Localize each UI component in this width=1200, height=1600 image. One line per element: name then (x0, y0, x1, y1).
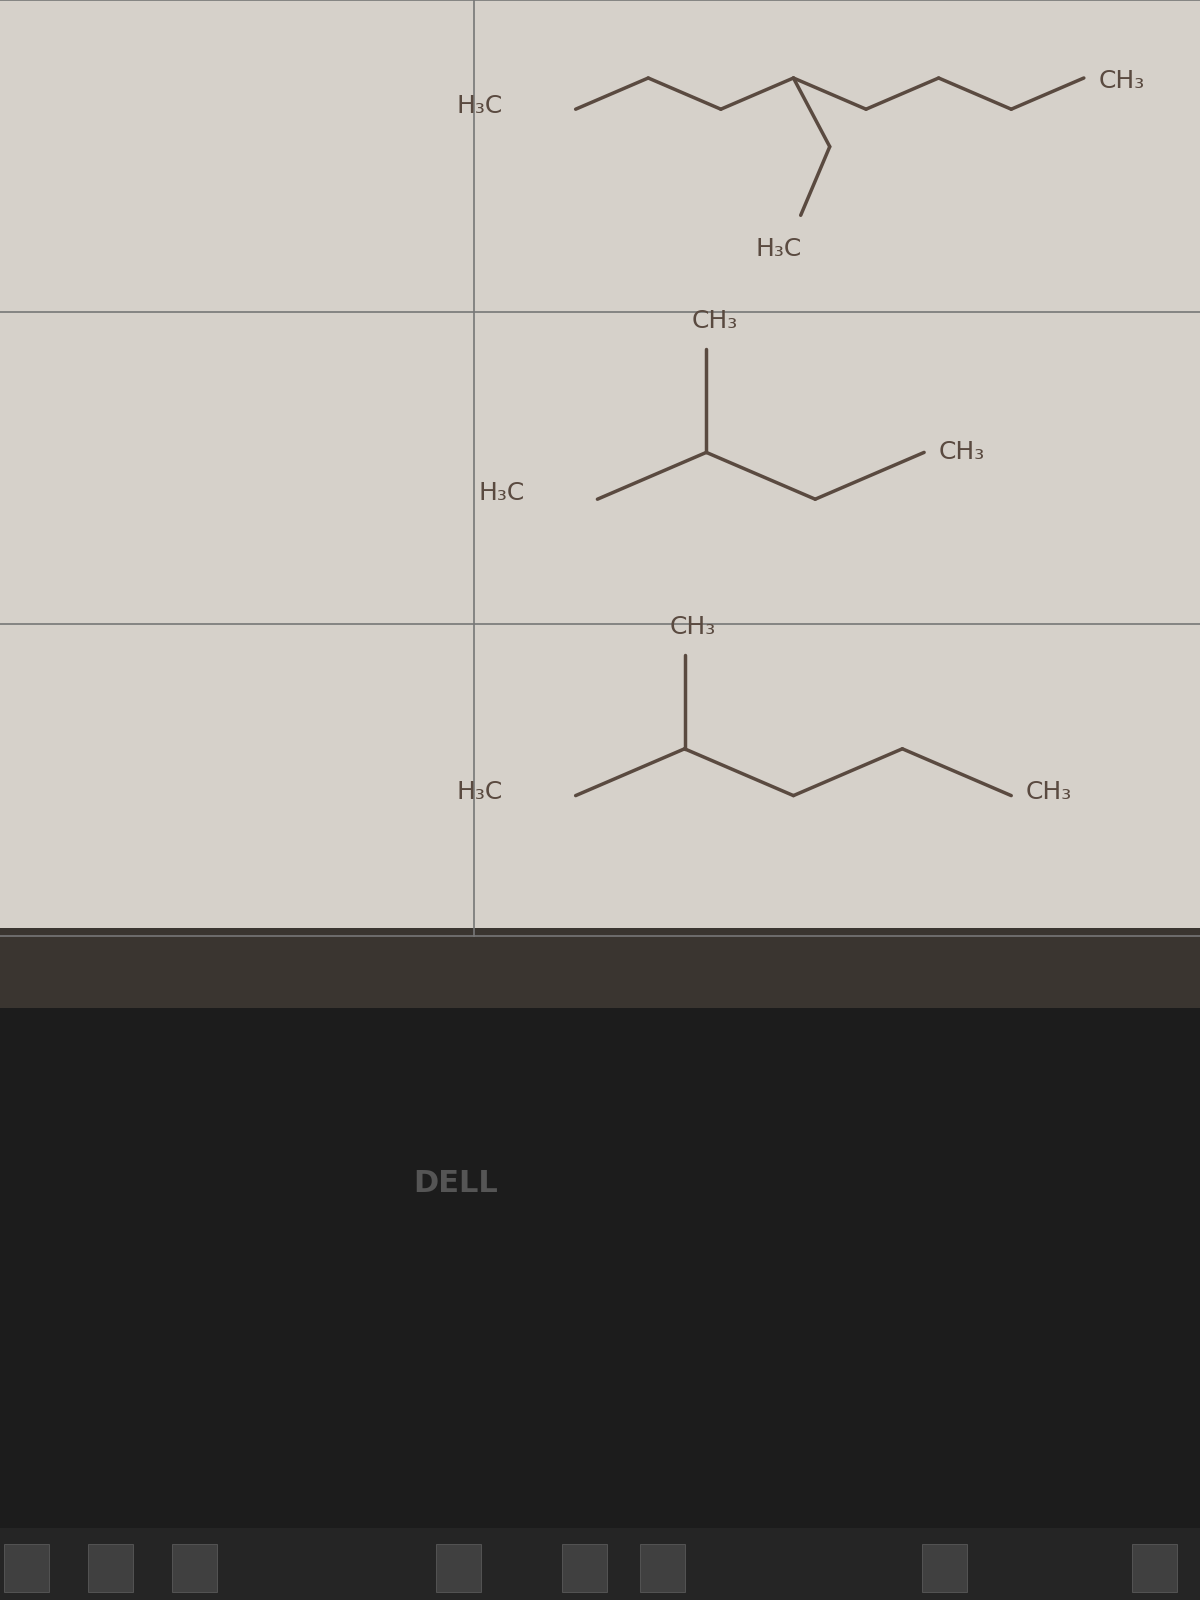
Text: H₃C: H₃C (756, 237, 802, 261)
Text: CH₃: CH₃ (692, 309, 738, 333)
Bar (0, 0, 1200, 936)
Bar (172, 1544, 217, 1592)
Bar (88, 1544, 133, 1592)
Text: CH₃: CH₃ (1098, 69, 1145, 93)
Bar (922, 1544, 967, 1592)
Bar (1132, 1544, 1177, 1592)
Bar (4, 1544, 49, 1592)
Bar (0, 928, 1200, 1008)
Text: CH₃: CH₃ (938, 440, 985, 464)
Bar (436, 1544, 481, 1592)
Text: H₃C: H₃C (457, 781, 503, 805)
Bar (562, 1544, 607, 1592)
Bar (640, 1544, 685, 1592)
Text: CH₃: CH₃ (1026, 781, 1072, 805)
Text: DELL: DELL (414, 1170, 498, 1198)
Text: CH₃: CH₃ (670, 614, 716, 638)
Bar (0, 1528, 1200, 1600)
Text: H₃C: H₃C (457, 94, 503, 118)
Text: H₃C: H₃C (479, 482, 524, 506)
Bar (0, 936, 1200, 1600)
